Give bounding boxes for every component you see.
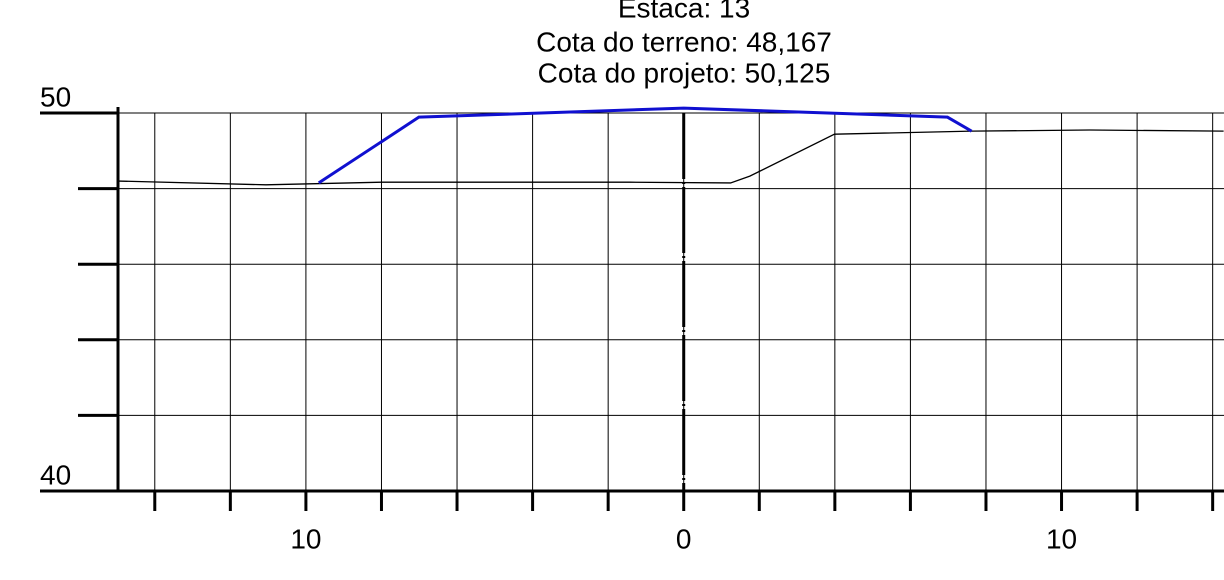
x-tick-label: 10	[1046, 523, 1077, 554]
line	[118, 129, 1224, 186]
line	[317, 106, 973, 185]
y-tick-label: 50	[40, 81, 71, 112]
y-tick-label: 40	[40, 459, 71, 490]
chart-title: Estaca: 13	[618, 0, 750, 23]
x-tick-label: 10	[290, 523, 321, 554]
chart-subtitle: Cota do projeto: 50,125	[538, 57, 831, 88]
x-tick-label: 0	[676, 523, 692, 554]
chart-subtitle: Cota do terreno: 48,167	[536, 26, 832, 57]
